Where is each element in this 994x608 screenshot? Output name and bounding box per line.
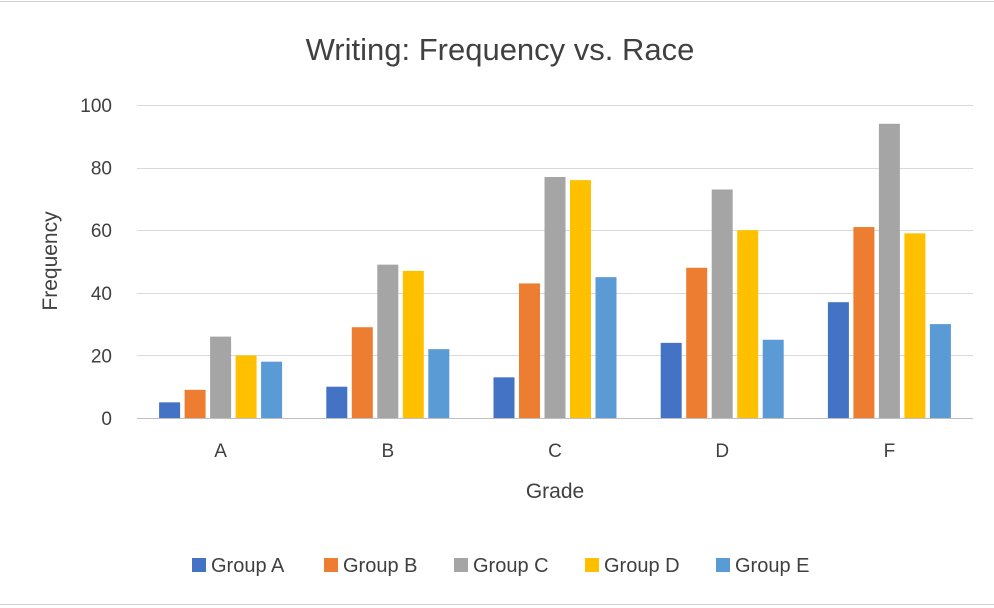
bar-B-group-d [402, 270, 424, 418]
bar-A-group-e [261, 361, 283, 418]
y-tick-label: 80 [91, 159, 112, 180]
x-axis-title: Grade [526, 480, 584, 503]
bar-B-group-a [326, 386, 348, 418]
legend-label: Group E [735, 555, 809, 577]
y-tick-label: 100 [80, 96, 112, 117]
bar-F-group-d [904, 233, 926, 418]
legend-swatch [324, 558, 338, 572]
bar-D-group-a [660, 342, 682, 418]
x-category-label: C [548, 441, 562, 462]
x-category-label: A [214, 441, 227, 462]
y-tick-label: 20 [91, 346, 112, 367]
x-category-label: F [884, 441, 896, 462]
legend-item-group-c: Group C [454, 555, 549, 577]
bar-C-group-b [519, 283, 540, 418]
y-axis-ticks: 0 20 40 60 80 100 [80, 96, 112, 430]
x-category-label: D [715, 441, 729, 462]
bar-A-group-c [210, 336, 232, 418]
legend-item-group-b: Group B [324, 555, 417, 577]
legend-label: Group A [211, 555, 285, 577]
legend-swatch [454, 558, 468, 572]
y-tick-label: 60 [91, 221, 112, 242]
legend-swatch [192, 558, 206, 572]
bar-D-group-e [762, 339, 784, 418]
bar-A-group-a [159, 402, 181, 418]
bar-D-group-b [686, 267, 708, 418]
bar-C-group-a [493, 377, 515, 418]
legend-item-group-e: Group E [716, 555, 809, 577]
bar-A-group-b [184, 389, 206, 418]
bar-A-group-d [235, 355, 257, 418]
legend-label: Group D [604, 555, 680, 577]
legend-swatch [716, 558, 730, 572]
bar-F-group-a [827, 302, 849, 418]
legend-swatch [585, 558, 599, 572]
legend-label: Group C [473, 555, 549, 577]
bar-B-group-e [428, 349, 450, 418]
y-tick-label: 0 [101, 409, 112, 430]
legend: Group A Group B Group C Group D Group E [192, 555, 809, 577]
y-tick-label: 40 [91, 284, 112, 305]
y-axis-title: Frequency [39, 211, 62, 311]
legend-label: Group B [343, 555, 417, 577]
bars [159, 123, 951, 418]
bar-C-group-c [544, 176, 566, 418]
bar-C-group-d [570, 180, 591, 418]
chart-title: Writing: Frequency vs. Race [306, 32, 695, 67]
bar-F-group-e [929, 324, 951, 418]
bar-C-group-e [595, 277, 617, 418]
bar-F-group-b [853, 227, 875, 418]
legend-item-group-a: Group A [192, 555, 285, 577]
x-category-label: B [381, 441, 394, 462]
bar-B-group-b [351, 327, 373, 418]
bar-D-group-d [737, 230, 759, 418]
legend-item-group-d: Group D [585, 555, 680, 577]
bar-F-group-c [878, 123, 900, 418]
bar-B-group-c [377, 264, 399, 418]
bar-D-group-c [711, 189, 733, 418]
